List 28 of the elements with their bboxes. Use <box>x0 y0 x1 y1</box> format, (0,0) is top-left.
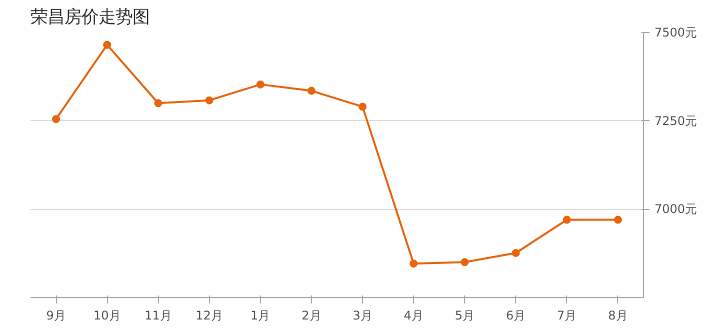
point <box>154 99 162 108</box>
point <box>205 96 214 104</box>
point <box>307 86 316 95</box>
point <box>512 248 520 257</box>
point <box>52 115 60 124</box>
point <box>358 102 367 111</box>
y-tick-label: 7000元 <box>654 202 698 216</box>
x-tick-label: 9月 <box>46 308 66 322</box>
point <box>256 80 264 88</box>
x-tick-label: 11月 <box>144 308 172 322</box>
point <box>562 216 571 224</box>
x-tick-label: 10月 <box>93 308 121 322</box>
chart-title: 荣昌房价走势图 <box>30 8 150 28</box>
x-tick-label: 8月 <box>608 308 628 322</box>
x-tick-label: 1月 <box>250 308 270 322</box>
y-tick-label: 7500元 <box>654 26 698 40</box>
x-tick-label: 7月 <box>557 308 577 322</box>
x-tick-label: 6月 <box>506 308 526 322</box>
x-tick-label: 2月 <box>302 308 322 322</box>
x-tick-label: 12月 <box>196 308 223 322</box>
x-tick-label: 4月 <box>404 308 424 322</box>
point <box>410 260 418 268</box>
x-tick-label: 5月 <box>454 308 475 322</box>
x-tick-label: 3月 <box>352 308 372 322</box>
point <box>460 258 469 266</box>
point <box>614 216 622 224</box>
y-tick-label: 7250元 <box>654 114 698 128</box>
point <box>103 40 112 49</box>
